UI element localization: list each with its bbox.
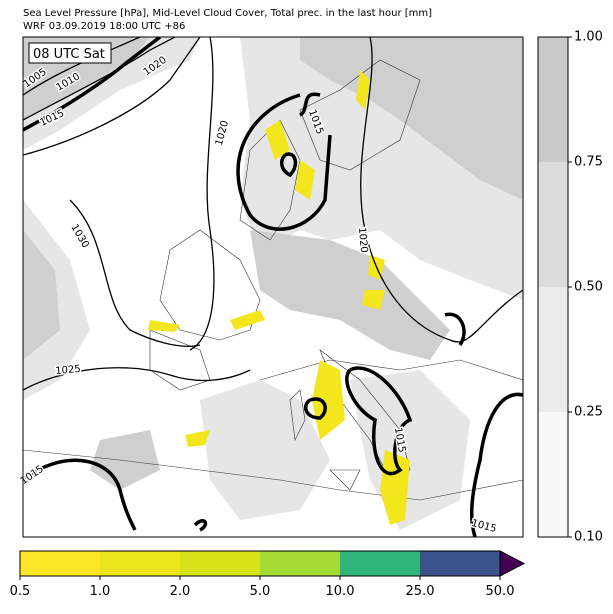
precip-tick-label: 25.0	[406, 584, 435, 599]
precip-tick-label: 50.0	[486, 584, 515, 599]
precip-color-segment	[340, 551, 420, 576]
precip-tick-label: 5.0	[250, 584, 271, 599]
precip-extend-arrow	[499, 550, 526, 577]
title-line-1: Sea Level Pressure [hPa], Mid-Level Clou…	[23, 8, 432, 19]
cloud-color-segment	[538, 37, 568, 162]
precip-color-segment	[260, 551, 340, 576]
title-line-2: WRF 03.09.2019 18:00 UTC +86	[23, 21, 185, 32]
cloud-color-segment	[538, 162, 568, 287]
precip-color-segment	[420, 551, 500, 576]
precip-tick-label: 1.0	[90, 584, 111, 599]
cloud-colorbar: 0.10 0.25 0.50 0.75 1.00	[537, 30, 603, 545]
precip-tick-label: 2.0	[170, 584, 191, 599]
cloud-tick-label: 0.75	[574, 155, 603, 170]
precip-color-segment	[180, 551, 260, 576]
cloud-tick-label: 0.10	[574, 530, 603, 545]
isobar-label: 1020	[356, 227, 369, 253]
precip-color-segment	[100, 551, 180, 576]
cloud-color-segment	[538, 412, 568, 537]
cloud-cover	[23, 37, 523, 530]
precip-color-segment	[20, 551, 100, 576]
cloud-tick-label: 1.00	[574, 30, 603, 45]
precip-tick-label: 10.0	[326, 584, 355, 599]
cloud-tick-label: 0.25	[574, 405, 603, 420]
time-label: 08 UTC Sat	[33, 47, 105, 62]
cloud-color-segment	[538, 287, 568, 412]
precip-tick-label: 0.5	[10, 584, 31, 599]
isobar-label: 1025	[55, 364, 81, 377]
isobars	[23, 37, 523, 537]
precip-colorbar: 0.5 1.0 2.0 5.0 10.0 25.0 50.0	[10, 550, 526, 599]
cloud-tick-label: 0.50	[574, 280, 603, 295]
